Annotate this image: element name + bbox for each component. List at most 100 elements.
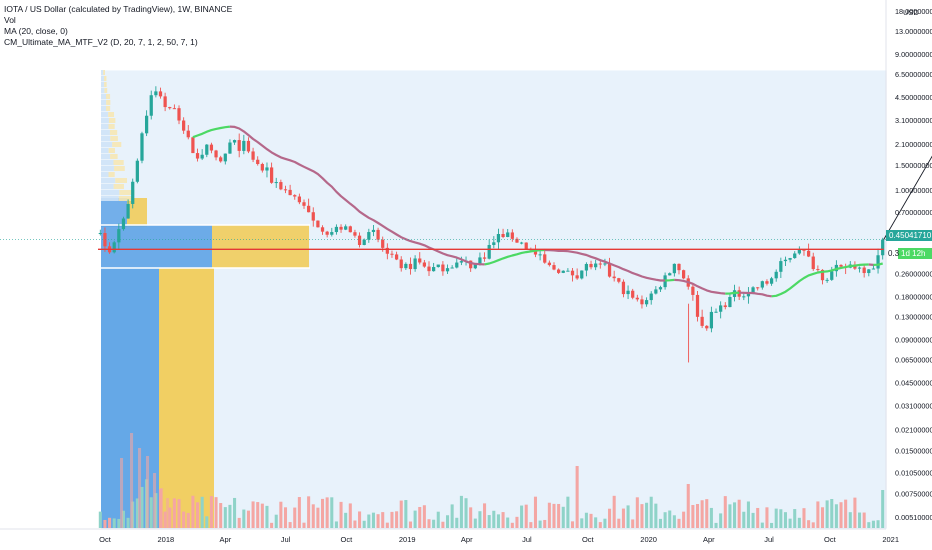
candle [779,257,783,278]
candle-body [709,311,714,329]
candle-body [144,115,149,134]
candle [237,133,241,158]
candle [362,238,366,246]
candle-body [603,263,607,265]
volume-bar [395,511,399,528]
candle-body [140,133,144,161]
candle [163,92,167,112]
candle [135,158,139,184]
legend-vol[interactable]: Vol [4,15,16,25]
candle [695,290,700,322]
volume-bar [256,502,260,528]
candle-body [584,263,589,271]
volume-bar [478,511,482,528]
candle-body [297,196,301,203]
candle [760,280,764,290]
candle-body [131,181,135,204]
volume-bar [103,519,107,528]
candle-body [357,235,362,245]
time-tick-label: Oct [341,535,354,544]
price-tick-label: 0.06500000 [895,356,932,365]
candle-body [788,258,792,260]
candle-body [450,267,454,269]
ma-value-tag: 0.3 [888,249,900,258]
time-tick-label: Jul [281,535,291,544]
candle [140,131,144,164]
candle-body [149,95,153,116]
profile-bar [101,88,105,93]
candle [663,272,667,290]
volume-bar [160,488,164,528]
volume-bar [682,511,686,528]
volume-bar [612,495,616,528]
volume-bar [871,520,875,528]
volume-bar [219,503,223,528]
volume-bar [797,517,801,528]
candle [668,272,672,276]
candle [297,193,301,205]
candle-body [751,287,755,293]
candle [126,199,130,219]
volume-bar [182,511,186,528]
legend-title[interactable]: IOTA / US Dollar (calculated by TradingV… [4,4,233,14]
candle-body [594,263,598,268]
candle [788,257,792,263]
volume-bar [570,521,575,528]
time-tick-label: Jul [764,535,774,544]
candle [580,270,584,280]
price-tick-label: 0.04500000 [895,378,932,387]
candle [482,252,487,262]
candle [825,277,829,283]
candle [260,162,264,173]
volume-bar [867,522,871,528]
candle-body [783,259,788,262]
candle-body [422,262,426,267]
candle-body [246,140,251,152]
candle [404,262,408,270]
candle-body [700,316,704,326]
volume-bar [436,511,440,528]
candle [228,139,232,154]
candle [728,292,732,308]
volume-bar [751,512,755,528]
candle [621,279,626,298]
volume-bar [362,520,366,528]
profile-bar [110,136,118,141]
candle-body [260,164,264,171]
volume-bar [455,517,459,528]
candle-body [482,257,487,259]
volume-bar [353,520,357,528]
candle-body [316,220,320,228]
price-tick-label: 0.09000000 [895,335,932,344]
profile-bar [108,124,115,129]
profile-bar [108,118,116,123]
profile-bar [101,82,105,87]
profile-bar-poc [212,225,309,268]
candle-body [172,108,177,110]
candle-body [538,254,542,256]
candle-body [214,150,218,158]
candle-body [570,270,575,276]
candle [806,243,811,258]
volume-bar [311,504,315,528]
profile-bar [101,70,104,75]
candle-body [325,231,329,235]
candle-body [186,130,190,138]
candle-body [677,263,681,271]
volume-bar [723,496,727,528]
volume-bar [820,507,825,528]
candle [765,279,769,286]
candle [496,228,501,249]
candle-body [811,256,815,270]
candle-body [168,107,172,109]
profile-bar [104,82,107,87]
legend-cm[interactable]: CM_Ultimate_MA_MTF_V2 (D, 20, 7, 1, 2, 5… [4,37,198,47]
candle [584,262,589,277]
volume-bar [621,508,625,528]
volume-bar [98,511,102,528]
volume-bar [700,500,704,528]
candle [112,240,116,254]
candle [422,259,426,268]
legend-ma[interactable]: MA (20, close, 0) [4,26,68,36]
